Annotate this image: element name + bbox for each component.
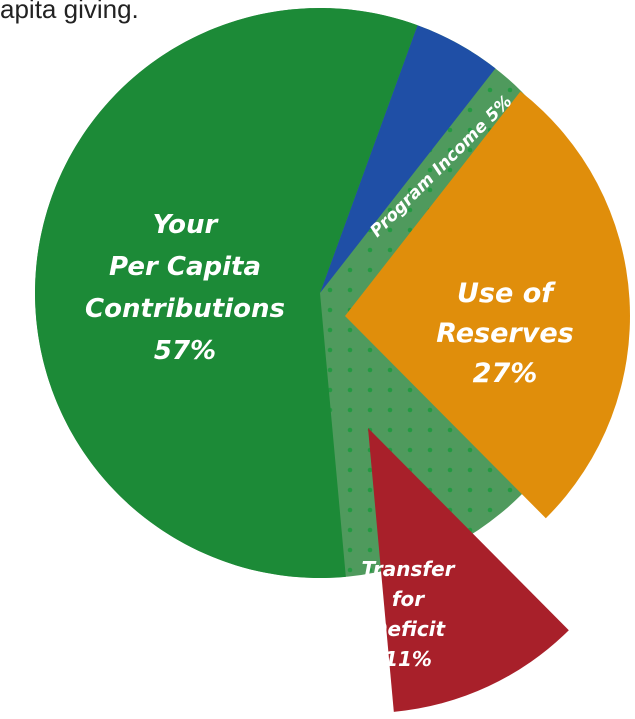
caption-text: apita giving.	[0, 0, 139, 24]
slice-label-transfer-for-deficit: Transfer for Deficit 11%	[361, 557, 455, 671]
pie-slice-use-of-reserves	[345, 91, 630, 519]
pie-slice-program-income	[320, 25, 496, 293]
slice-label-use-of-reserves: Use of Reserves 27%	[436, 278, 573, 389]
slice-label-per-capita-contributions: Your Per Capita Contributions 57%	[85, 210, 285, 366]
pie-slice-transfer-for-deficit	[368, 428, 569, 712]
pie-slice-per-capita-contributions	[35, 8, 418, 579]
